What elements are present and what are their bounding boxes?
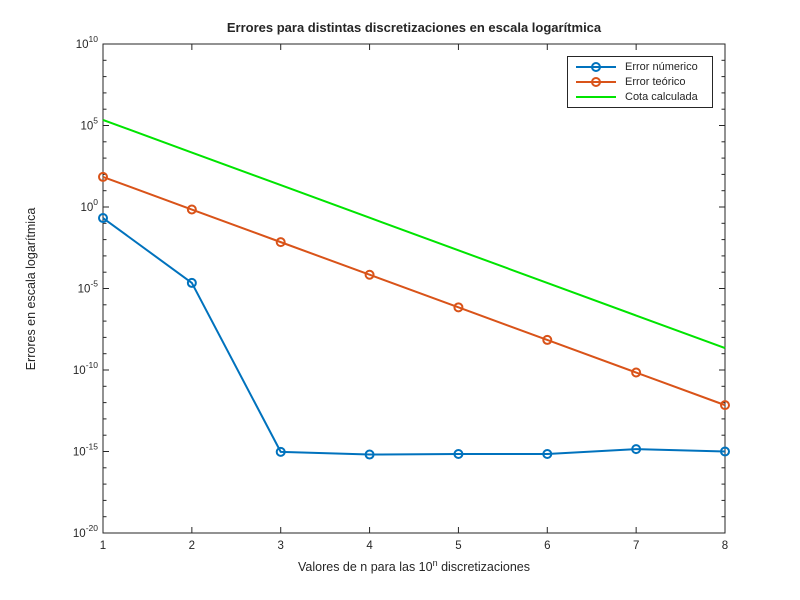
- x-tick-label: 3: [278, 540, 284, 552]
- y-tick-label: 1010: [76, 34, 99, 51]
- series-line-error-numerico: [102, 217, 726, 456]
- legend-label: Error teórico: [625, 75, 686, 88]
- series-marker-error-numerico: [275, 446, 286, 457]
- x-tick-label: 7: [633, 540, 639, 552]
- legend-line-sample-green: [576, 96, 616, 99]
- series-marker-error-numerico: [720, 446, 730, 457]
- x-axis-label-suffix: discretizaciones: [437, 560, 530, 575]
- legend-label: Error númerico: [625, 60, 698, 73]
- legend-marker-circle-orange: [591, 76, 601, 87]
- series-marker-error-teorico: [720, 400, 730, 411]
- series-marker-error-numerico: [98, 213, 108, 224]
- y-tick-label: 105: [80, 116, 98, 133]
- y-tick-label: 10-20: [73, 523, 98, 540]
- series-marker-error-teorico: [186, 204, 197, 215]
- legend-marker-circle-blue: [591, 61, 601, 72]
- x-tick-label: 1: [100, 540, 106, 552]
- legend-entry-error-teorico: Error teórico: [568, 74, 712, 89]
- legend-entry-cota-calculada: Cota calculada: [568, 90, 712, 105]
- chart-title: Errores para distintas discretizaciones …: [226, 20, 602, 35]
- series-marker-error-numerico: [364, 449, 375, 460]
- x-tick-label: 8: [722, 540, 728, 552]
- series-line-error-teorico: [102, 175, 726, 407]
- x-tick-label: 4: [366, 540, 373, 552]
- y-tick-label: 10-5: [78, 279, 99, 296]
- y-tick-label: 100: [80, 197, 98, 214]
- legend-label: Cota calculada: [625, 91, 698, 104]
- series-marker-error-numerico: [631, 444, 642, 455]
- x-tick-label: 6: [544, 540, 550, 552]
- legend-line-sample-blue: [576, 61, 616, 72]
- x-tick-label: 2: [189, 540, 195, 552]
- legend-box: Error númerico Error teórico Cota calcul…: [567, 56, 713, 108]
- axes-box: [102, 43, 726, 534]
- y-tick-label: 10-15: [73, 442, 98, 459]
- x-axis-label-superscript: n: [432, 558, 438, 568]
- series-marker-error-teorico: [98, 171, 108, 182]
- series-marker-error-numerico: [542, 449, 553, 460]
- series-marker-error-teorico: [453, 302, 464, 313]
- legend-line-sample-orange: [576, 76, 616, 87]
- legend-entry-error-numerico: Error númerico: [568, 59, 712, 74]
- y-axis-label: Errores en escala logarítmica: [24, 207, 38, 371]
- y-tick-label: 10-10: [73, 360, 98, 377]
- series-marker-error-numerico: [186, 277, 197, 288]
- series-marker-error-teorico: [631, 367, 642, 378]
- series-marker-error-teorico: [542, 334, 553, 345]
- series-marker-error-numerico: [453, 449, 464, 460]
- series-marker-error-teorico: [364, 269, 375, 280]
- series-line-cota-calculada: [102, 118, 726, 350]
- x-tick-label: 5: [455, 540, 461, 552]
- x-axis-label: Valores de n para las 10n discretizacion…: [103, 558, 725, 574]
- series-marker-error-teorico: [275, 237, 286, 248]
- x-axis-label-text: Valores de n para las 10: [298, 560, 433, 575]
